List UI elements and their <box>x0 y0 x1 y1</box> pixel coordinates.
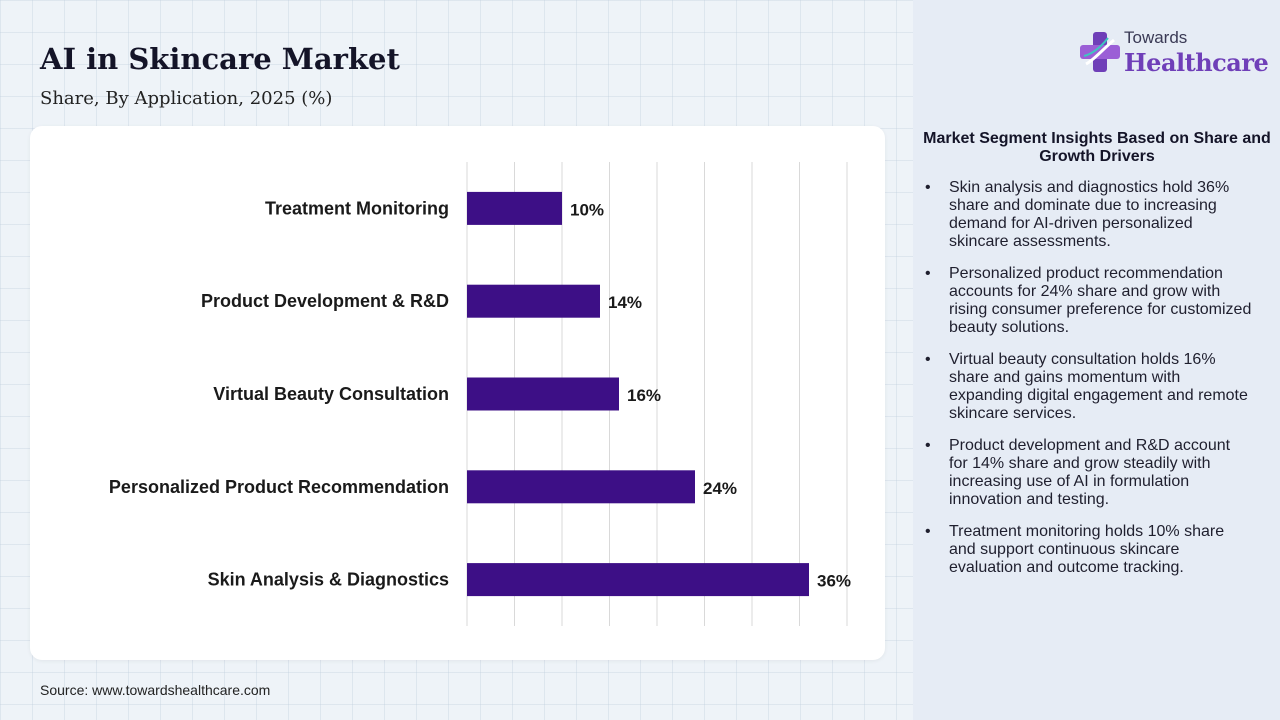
bullet-icon: • <box>925 351 931 368</box>
bullet-icon: • <box>925 437 931 454</box>
logo-text-top: Towards <box>1124 28 1188 47</box>
insight-text: Virtual beauty consultation holds 16% sh… <box>949 351 1248 422</box>
category-label: Virtual Beauty Consultation <box>213 384 449 404</box>
bar <box>467 470 695 504</box>
bullet-icon: • <box>925 523 931 540</box>
bar <box>467 284 600 318</box>
bar <box>467 563 809 597</box>
insight-text: Treatment monitoring holds 10% share and… <box>949 523 1225 576</box>
insights-title: Market Segment Insights Based on Share a… <box>923 130 1271 165</box>
value-label: 14% <box>608 293 642 312</box>
insight-item: • Product development and R&D account for… <box>922 437 1252 509</box>
value-label: 16% <box>627 386 661 405</box>
bar-chart: Treatment Monitoring 10% Product Developme… <box>109 162 851 626</box>
category-label: Personalized Product Recommendation <box>109 477 449 497</box>
insight-item: • Treatment monitoring holds 10% share an… <box>922 523 1252 577</box>
insight-item: • Skin analysis and diagnostics hold 36% … <box>922 179 1252 251</box>
category-label: Product Development & R&D <box>201 291 449 311</box>
logo-text-bottom: Healthcare <box>1124 48 1269 77</box>
value-label: 10% <box>570 200 604 219</box>
insight-item: • Virtual beauty consultation holds 16% s… <box>922 351 1252 423</box>
insights-panel-background <box>913 0 1280 720</box>
source-note: Source: www.towardshealthcare.com <box>40 682 271 698</box>
insight-text: Personalized product recommendation acco… <box>949 265 1252 336</box>
category-label: Treatment Monitoring <box>265 198 449 218</box>
brand-logo: Towards Healthcare <box>1080 28 1269 78</box>
page-title: AI in Skincare Market <box>40 42 400 76</box>
page-subtitle: Share, By Application, 2025 (%) <box>40 88 333 109</box>
bar <box>467 191 562 225</box>
chart-card: Treatment Monitoring 10% Product Developme… <box>30 126 885 660</box>
bar <box>467 377 619 411</box>
insight-item: • Personalized product recommendation acc… <box>922 265 1252 337</box>
bullet-icon: • <box>925 265 931 282</box>
insight-text: Skin analysis and diagnostics hold 36% s… <box>949 179 1230 250</box>
bullet-icon: • <box>925 179 931 196</box>
category-label: Skin Analysis & Diagnostics <box>208 570 449 590</box>
value-label: 36% <box>817 572 851 591</box>
value-label: 24% <box>703 479 737 498</box>
insights-list: • Skin analysis and diagnostics hold 36% … <box>922 179 1252 591</box>
logo-cross-icon <box>1080 32 1120 72</box>
insight-text: Product development and R&D account for … <box>949 437 1231 508</box>
